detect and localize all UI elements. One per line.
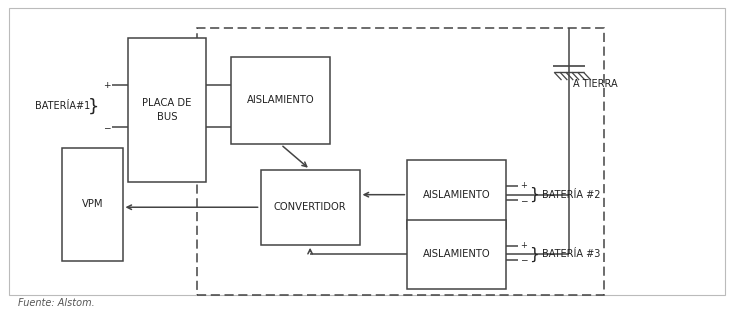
Bar xyxy=(197,28,604,295)
Text: +: + xyxy=(103,81,110,90)
Text: +: + xyxy=(520,241,527,250)
Text: BATERÍA #3: BATERÍA #3 xyxy=(542,249,600,259)
Text: }: } xyxy=(88,97,99,115)
Bar xyxy=(128,38,206,182)
Text: }: } xyxy=(529,187,539,202)
Text: AISLAMIENTO: AISLAMIENTO xyxy=(423,190,491,200)
Bar xyxy=(407,220,506,289)
Text: }: } xyxy=(529,247,539,262)
Text: A TIERRA: A TIERRA xyxy=(573,78,617,89)
Text: CONVERTIDOR: CONVERTIDOR xyxy=(274,202,346,212)
Text: AISLAMIENTO: AISLAMIENTO xyxy=(247,95,315,106)
Text: AISLAMIENTO: AISLAMIENTO xyxy=(423,249,491,259)
Text: +: + xyxy=(520,181,527,190)
Text: −: − xyxy=(520,196,528,205)
Text: −: − xyxy=(520,256,528,264)
Bar xyxy=(407,160,506,229)
Bar xyxy=(231,57,330,144)
Text: BATERÍA #2: BATERÍA #2 xyxy=(542,190,600,200)
Bar xyxy=(62,148,123,261)
Text: −: − xyxy=(103,123,110,132)
Text: Fuente: Alstom.: Fuente: Alstom. xyxy=(18,298,95,308)
Text: BATERÍA#1: BATERÍA#1 xyxy=(35,101,90,111)
Text: VPM: VPM xyxy=(81,199,103,209)
Text: PLACA DE
BUS: PLACA DE BUS xyxy=(142,98,192,122)
Bar xyxy=(261,170,360,245)
